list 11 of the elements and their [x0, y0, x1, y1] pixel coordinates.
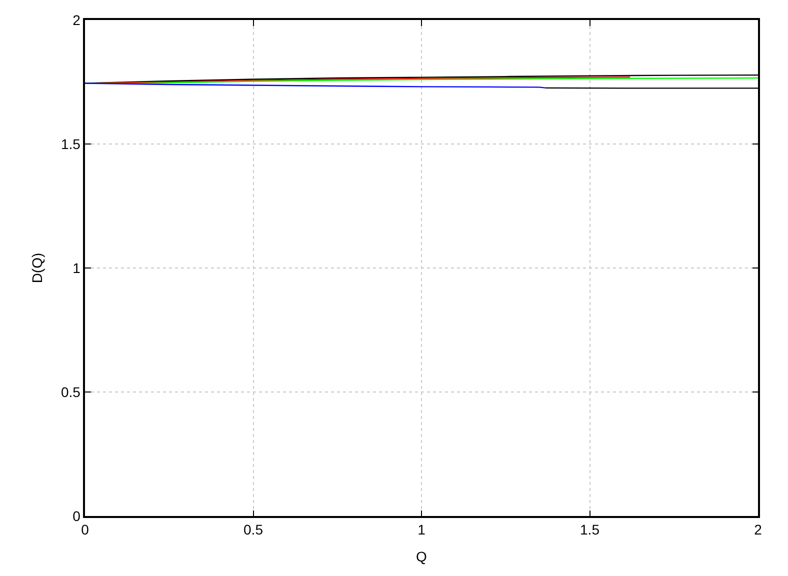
y-tick-label: 1.5 — [60, 136, 81, 152]
x-tick-label: 1 — [418, 522, 426, 538]
y-tick-label: 2 — [72, 12, 81, 28]
y-tick-label: 0.5 — [60, 384, 81, 400]
y-tick-label: 0 — [72, 508, 81, 524]
y-tick-label: 1 — [72, 260, 81, 276]
x-tick-label: 0.5 — [244, 522, 264, 538]
x-axis-title: Q — [416, 548, 428, 564]
y-axis-title: D(Q) — [29, 252, 46, 284]
x-tick-label: 2 — [754, 522, 762, 538]
x-tick-label: 1.5 — [580, 522, 600, 538]
